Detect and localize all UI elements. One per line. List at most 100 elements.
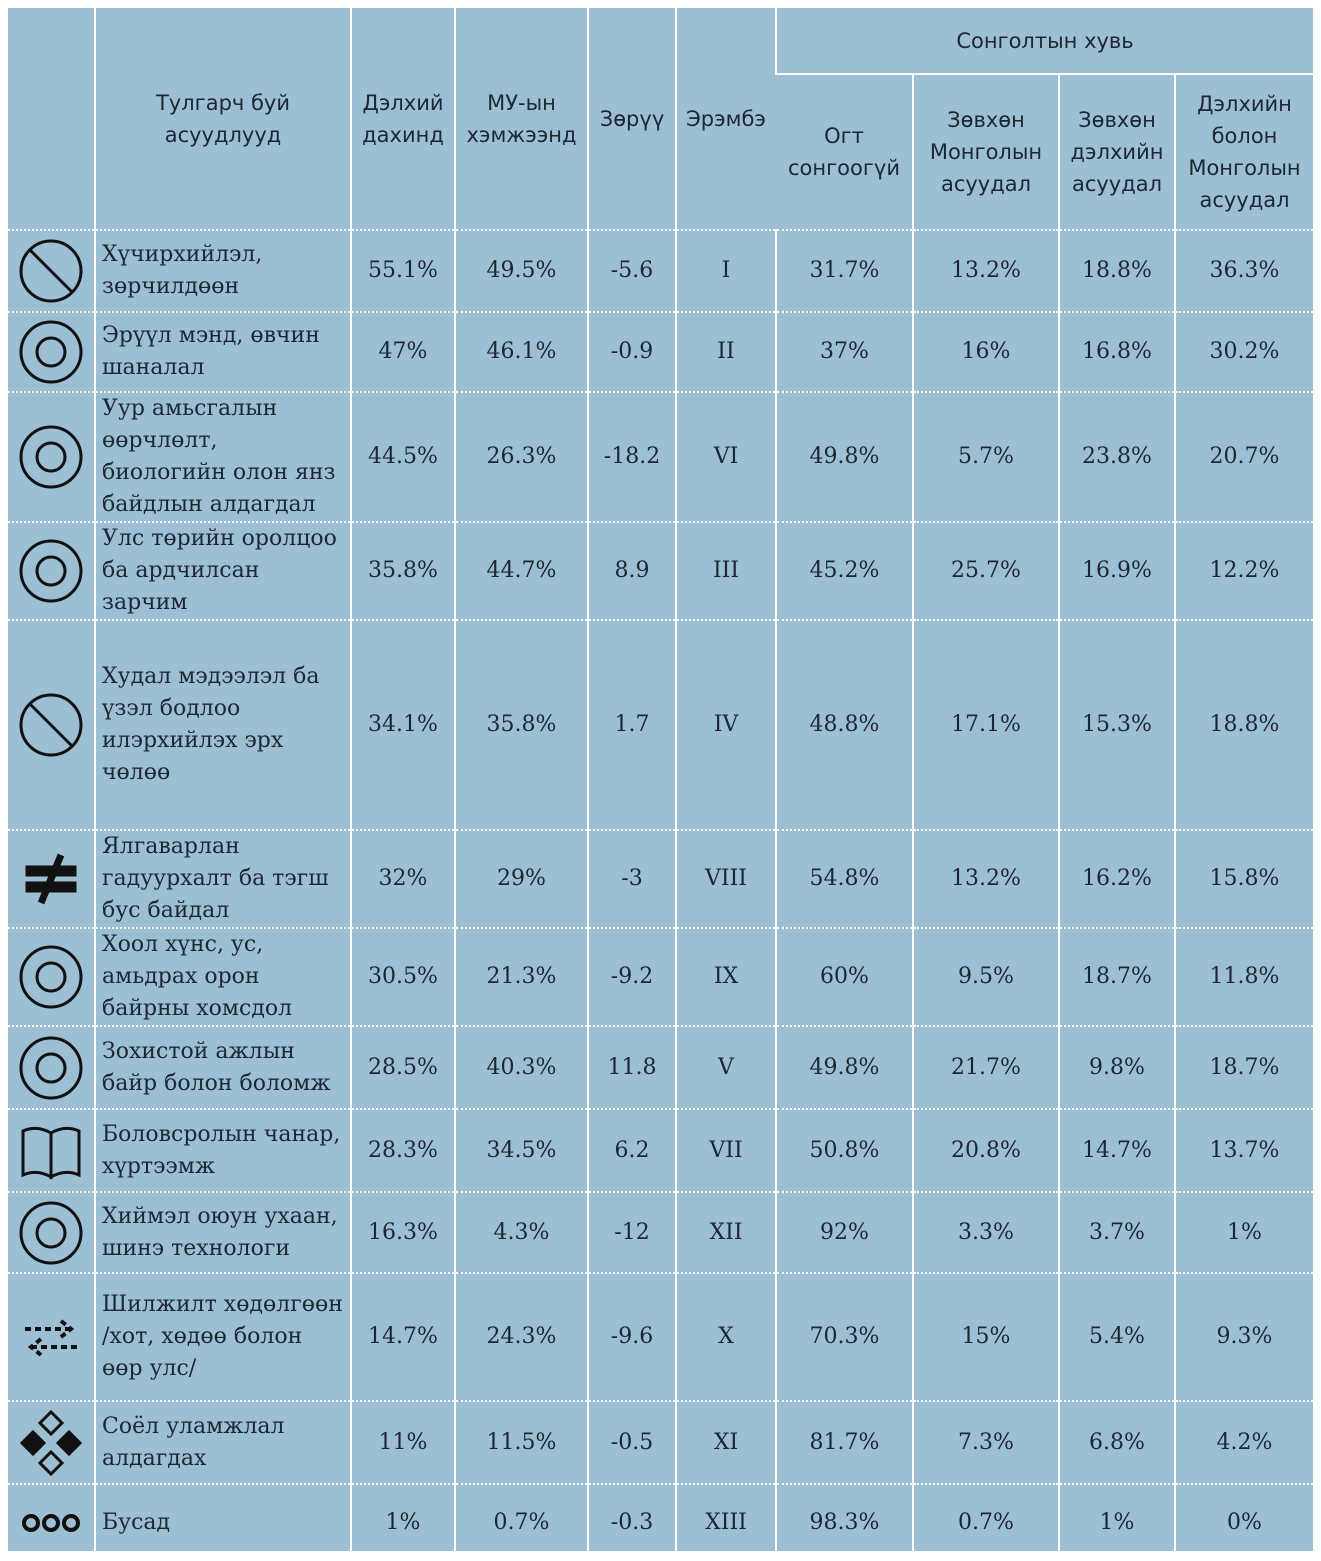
mongolia-cell: 26.3% xyxy=(454,392,588,522)
table-row: Хүчирхийлэл, зөрчилдөөн 55.1% 49.5% -5.6 I 31… xyxy=(8,230,1313,312)
icon-shape xyxy=(35,1052,67,1083)
difference-cell: 6.2 xyxy=(587,1109,676,1192)
mongolia-cell: 0.7% xyxy=(454,1484,588,1561)
choice-cell: 18.8% xyxy=(1174,620,1313,830)
icon-cell xyxy=(8,1401,95,1484)
question-cell: Хиймэл оюун ухаан, шинэ технологи xyxy=(94,1192,351,1273)
question-cell: Бусад xyxy=(94,1484,351,1561)
mongolia-cell: 40.3% xyxy=(454,1026,588,1109)
table-row: Улс төрийн оролцоо ба ардчилсан зарчим 35… xyxy=(8,522,1313,620)
mongolia-cell: 35.8% xyxy=(454,620,588,830)
table-row: Худал мэдээлэл ба үзэл бодлоо илэрхийлэх… xyxy=(8,620,1313,830)
choice-cell: 16.9% xyxy=(1058,522,1175,620)
icon-shape xyxy=(42,1514,60,1532)
icon-cell xyxy=(8,1109,95,1192)
world-cell: 16.3% xyxy=(350,1192,455,1273)
difference-cell: -0.5 xyxy=(587,1401,676,1484)
world-cell: 32% xyxy=(350,830,455,928)
rank-cell: I xyxy=(675,230,776,312)
table-row: Ялгаварлан гадуурхалт ба тэгш бус байдал… xyxy=(8,830,1313,928)
question-cell: Соёл уламжлал алдагдах xyxy=(94,1401,351,1484)
mongolia-cell: 21.3% xyxy=(454,928,588,1026)
table-row: Бусад 1% 0.7% -0.3 XIII 98.3% 0.7% 1% 0% xyxy=(8,1484,1313,1561)
difference-cell: -0.9 xyxy=(587,312,676,392)
question-cell: Худал мэдээлэл ба үзэл бодлоо илэрхийлэх… xyxy=(94,620,351,830)
choice-cell: 13.7% xyxy=(1174,1109,1313,1192)
question-cell: Боловсролын чанар, хүртээмж xyxy=(94,1109,351,1192)
rank-cell: XI xyxy=(675,1401,776,1484)
table-body: Хүчирхийлэл, зөрчилдөөн 55.1% 49.5% -5.6 I 31… xyxy=(8,230,1313,1561)
world-cell: 34.1% xyxy=(350,620,455,830)
icon xyxy=(22,1514,80,1532)
header-cell: Зөрүү xyxy=(587,8,676,230)
icon-shape xyxy=(35,441,67,473)
icon-shape xyxy=(19,945,83,1009)
question-cell: Улс төрийн оролцоо ба ардчилсан зарчим xyxy=(94,522,351,620)
choice-cell: 5.4% xyxy=(1058,1273,1175,1401)
choice-cell: 15.3% xyxy=(1058,620,1175,830)
icon-shape xyxy=(55,1429,83,1456)
choice-cell: 98.3% xyxy=(775,1484,913,1561)
choice-cell: 48.8% xyxy=(775,620,913,830)
icon-shape xyxy=(19,1201,83,1264)
table-row: Хоол хүнс, ус, амьдрах орон байрны хомсд… xyxy=(8,928,1313,1026)
header-cell: Дэлхий дахинд xyxy=(350,8,455,230)
choice-cell: 6.8% xyxy=(1058,1401,1175,1484)
choice-cell: 49.8% xyxy=(775,1026,913,1109)
world-cell: 14.7% xyxy=(350,1273,455,1401)
icon-shape xyxy=(19,425,83,489)
icon xyxy=(19,1409,83,1476)
icon-shape xyxy=(19,1429,47,1456)
rank-cell: XII xyxy=(675,1192,776,1273)
rank-cell: IX xyxy=(675,928,776,1026)
choice-cell: 13.2% xyxy=(912,830,1059,928)
choice-cell: 18.8% xyxy=(1058,230,1175,312)
choice-cell: 30.2% xyxy=(1174,312,1313,392)
choice-cell: 18.7% xyxy=(1174,1026,1313,1109)
choice-cell: 12.2% xyxy=(1174,522,1313,620)
icon-shape xyxy=(28,702,74,748)
choice-cell: 0% xyxy=(1174,1484,1313,1561)
icon-cell xyxy=(8,1273,95,1401)
choice-cell: 15.8% xyxy=(1174,830,1313,928)
question-cell: Ялгаварлан гадуурхалт ба тэгш бус байдал xyxy=(94,830,351,928)
choice-cell: 92% xyxy=(775,1192,913,1273)
world-cell: 47% xyxy=(350,312,455,392)
world-cell: 1% xyxy=(350,1484,455,1561)
rank-cell: X xyxy=(675,1273,776,1401)
rank-cell: IV xyxy=(675,620,776,830)
choice-cell: 9.5% xyxy=(912,928,1059,1026)
difference-cell: -9.6 xyxy=(587,1273,676,1401)
table-row: Хиймэл оюун ухаан, шинэ технологи 16.3% 4.… xyxy=(8,1192,1313,1273)
icon xyxy=(25,1319,77,1357)
mongolia-cell: 34.5% xyxy=(454,1109,588,1192)
icon xyxy=(19,539,83,603)
table-row: Соёл уламжлал алдагдах 11% 11.5% -0.5 XI 81.7… xyxy=(8,1401,1313,1484)
rank-cell: VIII xyxy=(675,830,776,928)
mongolia-cell: 29% xyxy=(454,830,588,928)
table-container: Тулгарч буй асуудлууд Дэлхий дахинд МУ-ы… xyxy=(8,8,1313,1561)
rank-cell: XIII xyxy=(675,1484,776,1561)
table-row: Эрүүл мэнд, өвчин шаналал 47% 46.1% -0.9 II 3… xyxy=(8,312,1313,392)
question-cell: Уур амьсгалын өөрчлөлт, биологийн олон я… xyxy=(94,392,351,522)
mongolia-cell: 11.5% xyxy=(454,1401,588,1484)
icon-shape xyxy=(19,1036,83,1099)
choice-cell: 3.3% xyxy=(912,1192,1059,1273)
choice-cell: 50.8% xyxy=(775,1109,913,1192)
mongolia-cell: 4.3% xyxy=(454,1192,588,1273)
mongolia-cell: 24.3% xyxy=(454,1273,588,1401)
icon xyxy=(19,693,83,757)
icon-cell xyxy=(8,620,95,830)
world-cell: 30.5% xyxy=(350,928,455,1026)
difference-cell: 8.9 xyxy=(587,522,676,620)
choice-cell: 16% xyxy=(912,312,1059,392)
question-cell: Шилжилт хөдөлгөөн /хот, хөдөө болон өөр … xyxy=(94,1273,351,1401)
icon-cell xyxy=(8,1484,95,1561)
icon xyxy=(19,320,83,384)
difference-cell: -0.3 xyxy=(587,1484,676,1561)
icon xyxy=(19,425,83,489)
choice-cell: 0.7% xyxy=(912,1484,1059,1561)
world-cell: 35.8% xyxy=(350,522,455,620)
icon-cell xyxy=(8,1026,95,1109)
difference-cell: -18.2 xyxy=(587,392,676,522)
